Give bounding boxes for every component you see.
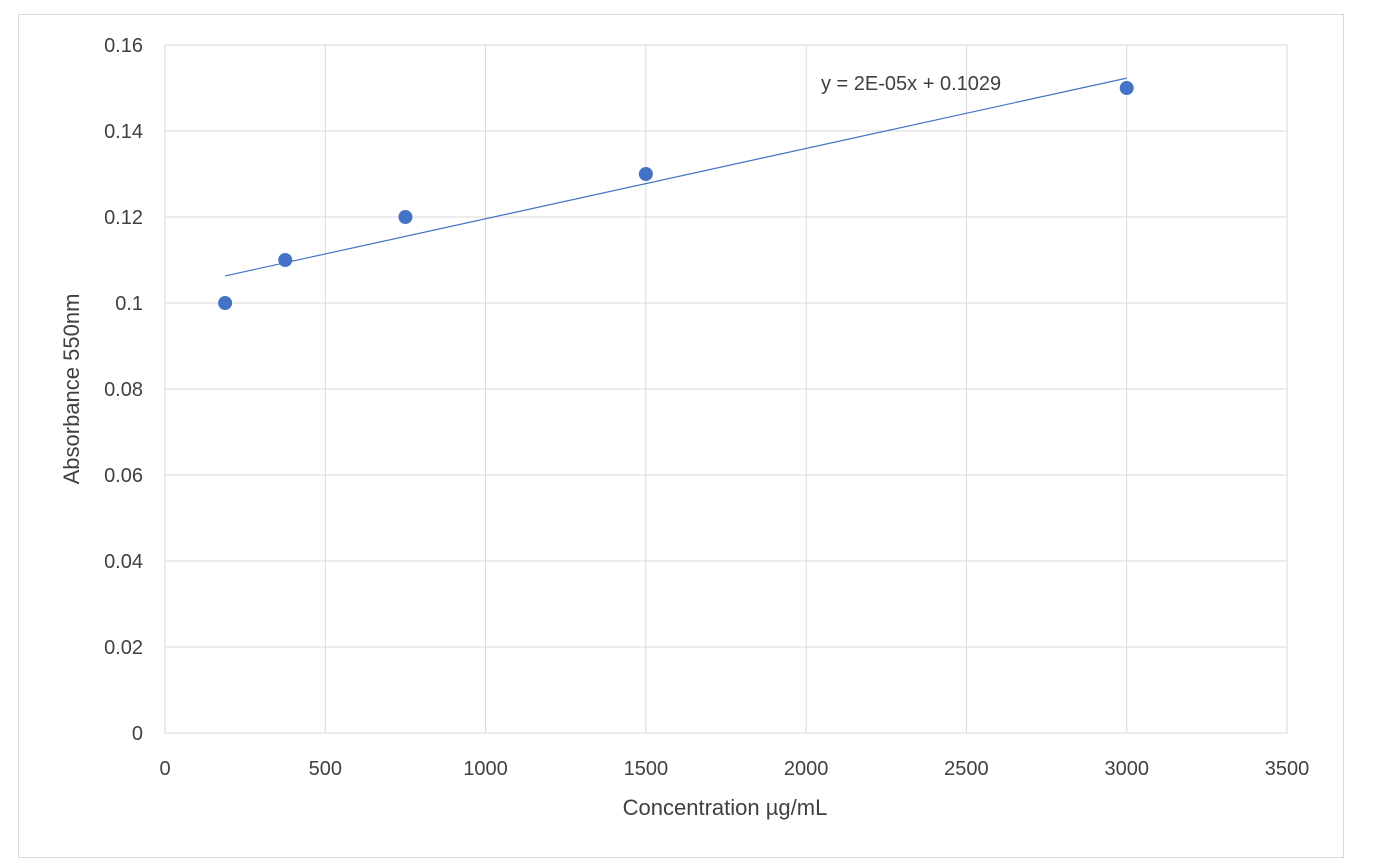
- trendline-equation: y = 2E-05x + 0.1029: [821, 73, 1001, 95]
- data-point: [638, 167, 653, 181]
- data-points: [218, 81, 1134, 310]
- data-point: [1119, 81, 1134, 95]
- plot-area-border: [164, 44, 1288, 734]
- y-tick-label: 0.1: [115, 293, 143, 315]
- data-point: [218, 296, 233, 310]
- x-axis-title: Concentration µg/mL: [623, 795, 828, 820]
- chart-frame: [18, 14, 1344, 858]
- y-tick-label: 0.12: [104, 207, 143, 229]
- x-tick-label: 1000: [463, 758, 508, 780]
- y-tick-label: 0.04: [104, 551, 143, 573]
- y-tick-label: 0.16: [104, 35, 143, 57]
- linear-trendline: [224, 77, 1127, 277]
- x-tick-label: 2500: [944, 758, 989, 780]
- y-axis-title: Absorbance 550nm: [59, 294, 84, 485]
- y-tick-label: 0.02: [104, 637, 143, 659]
- y-tick-label: 0: [132, 723, 143, 745]
- x-tick-label: 3000: [1104, 758, 1149, 780]
- x-tick-label: 0: [159, 758, 170, 780]
- x-tick-label: 1500: [624, 758, 669, 780]
- x-tick-label: 2000: [784, 758, 829, 780]
- x-axis-tick-labels: 0 500 1000 1500 2000 2500 3000 3500: [159, 758, 1309, 780]
- x-tick-label: 500: [309, 758, 342, 780]
- grid-lines: [164, 44, 1288, 734]
- y-axis-tick-labels: 0 0.02 0.04 0.06 0.08 0.1 0.12 0.14 0.16: [104, 35, 143, 745]
- y-tick-label: 0.14: [104, 121, 143, 143]
- data-point: [278, 253, 293, 267]
- x-tick-label: 3500: [1265, 758, 1310, 780]
- y-tick-label: 0.06: [104, 465, 143, 487]
- data-point: [398, 210, 413, 224]
- y-tick-label: 0.08: [104, 379, 143, 401]
